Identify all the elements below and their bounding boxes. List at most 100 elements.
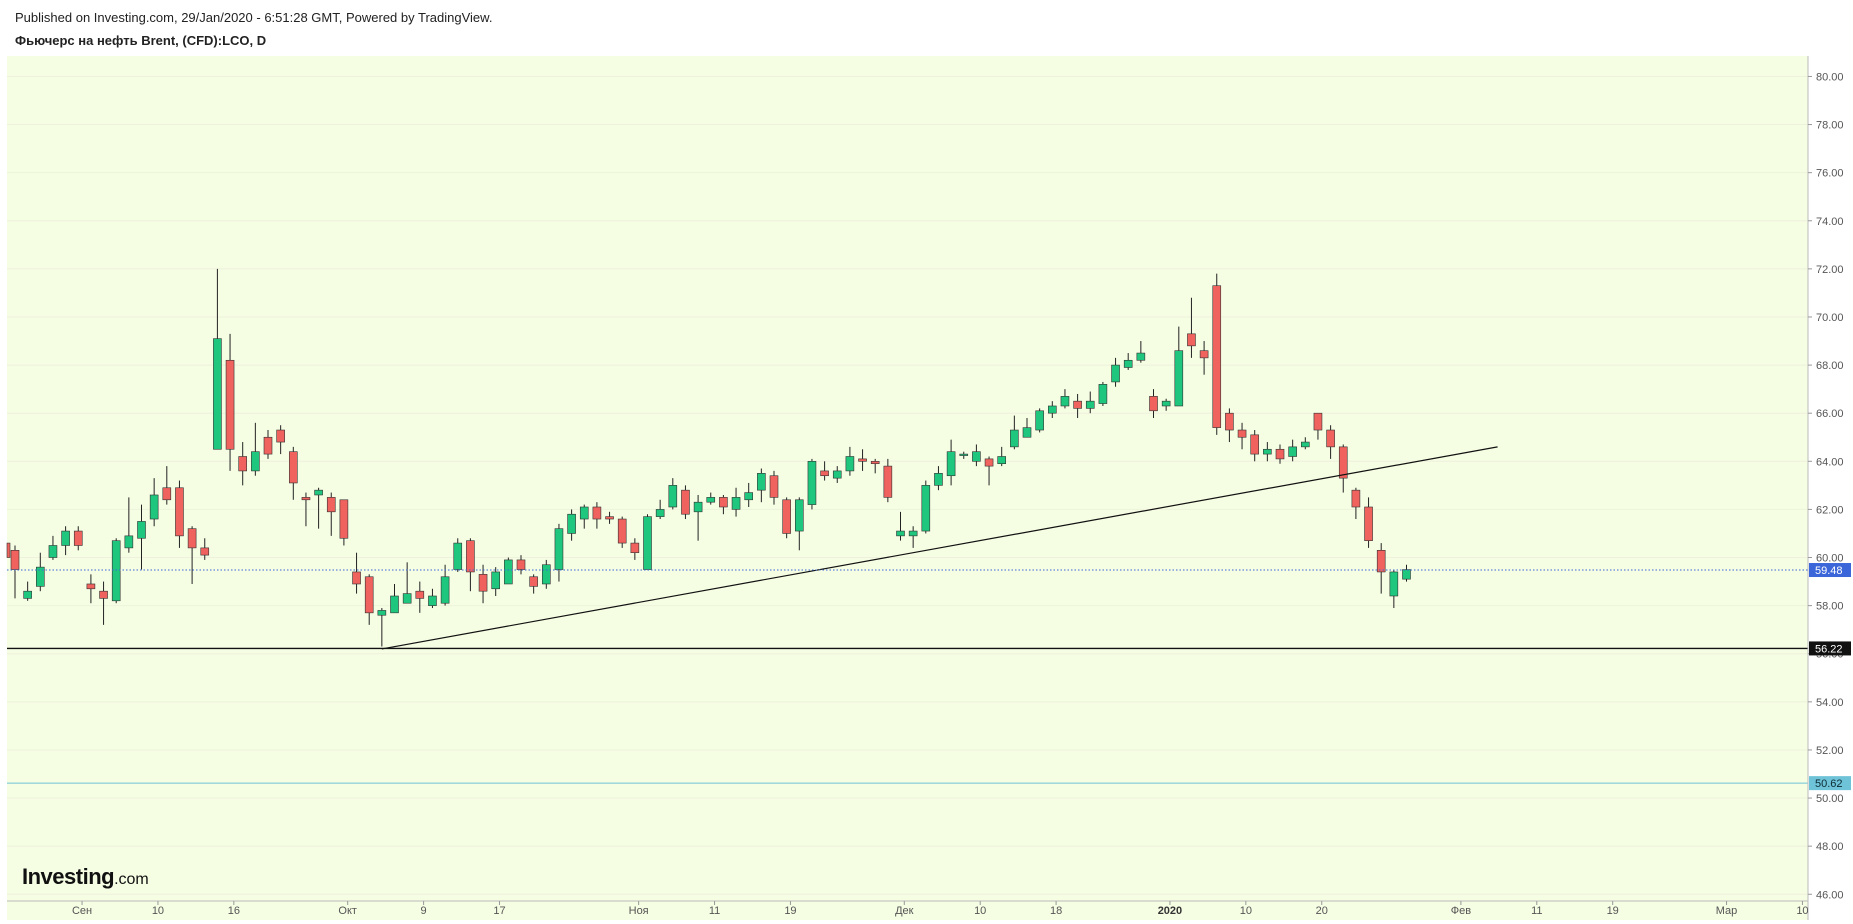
candle-down [225,359,235,450]
candle-down [364,576,374,614]
candle-down [719,497,728,508]
candle-down [73,530,83,546]
price-badge-label: 56.22 [1815,643,1843,655]
y-tick-label: 60.00 [1816,553,1844,565]
x-tick-label: 10 [1796,905,1808,917]
y-tick-label: 72.00 [1816,264,1844,276]
candles [6,268,1411,647]
candle-up [655,509,665,517]
candle-up [896,530,905,537]
x-tick-label: 9 [421,905,427,917]
candle-down [200,547,210,556]
y-axis: 80.00 78.00 76.00 74.00 72.00 70.00 68.00 66.00… [1808,71,1844,901]
candle-up [137,521,146,539]
candle-down [263,436,273,455]
candle-down [870,461,880,465]
candle-up [959,453,969,456]
candle-up [1022,427,1032,438]
candle-down [478,574,488,592]
y-tick-label: 80.00 [1816,71,1844,83]
candle-down [301,497,311,501]
candle-down [187,528,197,549]
candle-down [820,470,829,477]
candle-up [1174,350,1184,407]
price-badge-last [1809,563,1851,578]
candle-up [908,530,918,537]
x-tick-label: 2020 [1158,905,1182,917]
candle-up [314,489,323,496]
candle-up [845,456,855,472]
candle-down [1149,396,1158,412]
candle-up [731,497,741,510]
y-tick-label: 74.00 [1816,216,1844,228]
chart-title: Фьючерс на нефть Brent, (CFD):LCO, D [15,33,267,48]
candle-up [504,559,513,585]
candle-up [997,456,1007,465]
candle-up [1263,448,1272,455]
y-tick-label: 66.00 [1816,408,1844,420]
plot-area[interactable] [7,56,1808,920]
x-tick-label: 10 [152,905,164,917]
candle-up [111,540,121,602]
candle-up [390,595,399,614]
candle-up [61,530,70,546]
candle-up [1098,384,1108,404]
candle-up [972,451,981,462]
candle-down [1351,489,1361,508]
candle-down [630,542,640,554]
candle-up [832,470,842,479]
candle-up [428,595,437,606]
candle-up [706,497,716,503]
candle-down [782,499,791,534]
candle-up [1161,400,1171,407]
candle-down [1199,350,1209,359]
candle-edge [6,542,11,558]
candle-down [617,518,627,544]
candle-up [668,485,678,508]
investing-logo: Investing.com [22,864,149,890]
y-tick-label: 54.00 [1816,697,1844,709]
price-badges: 59.48 56.22 50.62 [1809,563,1851,791]
candle-down [86,583,96,590]
candle-up [1085,400,1095,409]
candle-up [693,501,703,513]
candle-up [757,473,766,491]
x-tick-label: 16 [228,905,240,917]
candle-down [1073,400,1082,409]
candle-up [794,499,804,532]
x-tick-label: 11 [1531,905,1542,917]
candle-up [1035,410,1044,431]
drawn-lines [7,446,1808,784]
logo-suffix: .com [114,871,149,888]
candle-up [149,494,159,520]
candle-up [1389,571,1399,597]
x-axis: Сен 10 16 Окт 9 17 Ноя 11 19 Дек 10 18 2020 10 20 Фев 11… [72,901,1809,917]
price-badge-target [1809,776,1851,791]
candle-down [516,559,526,570]
candle-up [1402,569,1411,580]
y-tick-label: 76.00 [1816,168,1844,180]
candle-up [1111,364,1120,383]
x-tick-label: 10 [974,905,986,917]
candle-up [554,528,564,570]
x-tick-label: 17 [493,905,505,917]
candle-up [251,451,260,472]
candle-down [769,475,779,498]
x-tick-label: Фев [1451,905,1471,917]
x-tick-label: 19 [1607,905,1619,917]
candle-down [415,590,425,599]
logo-main: Investing [22,864,115,889]
x-tick-label: Ноя [629,905,649,917]
candle-down [1275,448,1285,460]
candle-up [807,461,817,505]
candle-down [352,571,361,585]
y-tick-label: 62.00 [1816,504,1844,516]
candle-down [276,429,285,443]
candle-down [339,499,349,539]
candle-up [946,451,956,477]
candle-down [1237,429,1247,438]
candle-up [744,492,754,501]
candle-down [1313,412,1323,431]
y-tick-label: 78.00 [1816,120,1844,132]
